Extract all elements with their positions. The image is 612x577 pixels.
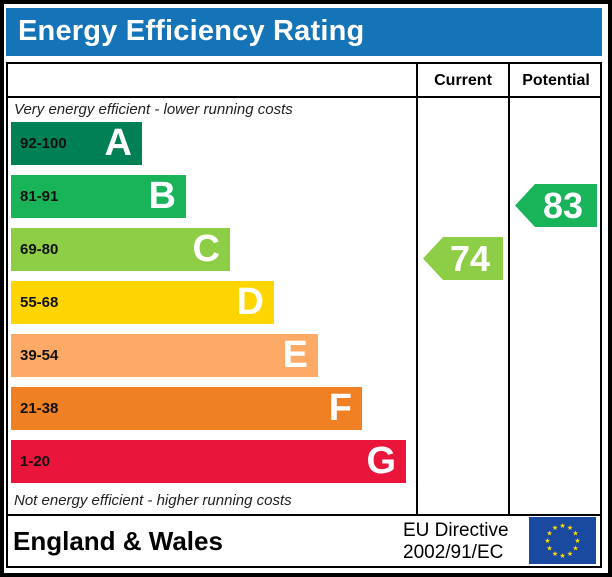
band-f: 21-38 F	[11, 387, 362, 430]
footer-region: England & Wales	[13, 526, 223, 556]
divider-current	[416, 64, 418, 514]
band-letter: G	[366, 440, 396, 482]
column-potential-label: Potential	[522, 72, 590, 89]
eu-star-icon: ★	[574, 537, 580, 545]
footer-divider	[8, 514, 600, 516]
band-range: 21-38	[20, 400, 59, 417]
band-a: 92-100 A	[11, 122, 142, 165]
current-rating-value: 74	[449, 238, 491, 279]
band-letter: C	[192, 228, 220, 270]
eu-star-icon: ★	[546, 530, 552, 538]
band-letter: A	[104, 122, 132, 164]
potential-rating-arrow: 83	[515, 184, 597, 227]
current-rating-arrow: 74	[423, 237, 503, 280]
band-letter: E	[282, 334, 308, 376]
potential-rating-value: 83	[542, 185, 584, 226]
band-letter: F	[328, 387, 352, 429]
bottom-note: Not energy efficient - higher running co…	[14, 492, 292, 509]
eu-star-icon: ★	[546, 545, 552, 553]
band-letter: D	[236, 281, 264, 323]
directive-line-2: 2002/91/EC	[403, 542, 504, 563]
band-range: 55-68	[20, 294, 59, 311]
eu-star-icon: ★	[552, 524, 558, 532]
band-b: 81-91 B	[11, 175, 186, 218]
header-divider	[8, 96, 600, 98]
band-d: 55-68 D	[11, 281, 274, 324]
band-g: 1-20 G	[11, 440, 406, 483]
eu-star-icon: ★	[567, 550, 573, 558]
eu-star-icon: ★	[572, 545, 578, 553]
current-arrow-shape	[423, 237, 503, 280]
eu-star-icon: ★	[567, 524, 573, 532]
band-range: 1-20	[20, 453, 51, 470]
band-letter: B	[148, 175, 176, 217]
band-range: 81-91	[20, 188, 59, 205]
potential-arrow-shape	[515, 184, 597, 227]
eu-star-icon: ★	[559, 522, 565, 530]
eu-flag-icon: ★ ★ ★ ★ ★ ★ ★ ★ ★ ★ ★ ★	[529, 517, 596, 564]
top-note: Very energy efficient - lower running co…	[14, 101, 293, 118]
title-bar: Energy Efficiency Rating	[6, 8, 602, 56]
eu-directive: EU Directive 2002/91/EC	[403, 520, 509, 564]
band-range: 92-100	[20, 135, 67, 152]
column-current-label: Current	[434, 72, 492, 89]
band-range: 69-80	[20, 241, 59, 258]
directive-line-1: EU Directive	[403, 520, 509, 541]
eu-star-icon: ★	[559, 552, 565, 560]
eu-star-icon: ★	[572, 530, 578, 538]
band-range: 39-54	[20, 347, 59, 364]
band-c: 69-80 C	[11, 228, 230, 271]
rating-grid: Current Potential Very energy efficient …	[6, 62, 602, 568]
eu-star-icon: ★	[552, 550, 558, 558]
page-title: Energy Efficiency Rating	[18, 15, 365, 47]
band-e: 39-54 E	[11, 334, 318, 377]
divider-potential	[508, 64, 510, 514]
eu-star-icon: ★	[544, 537, 550, 545]
